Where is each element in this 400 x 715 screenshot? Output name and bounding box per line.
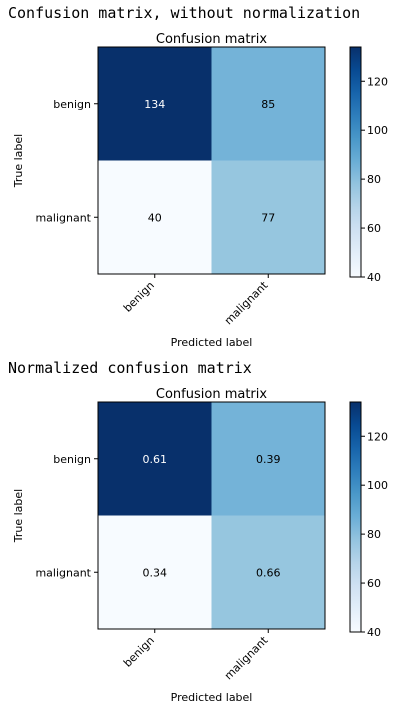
y-tick-label: malignant: [35, 566, 91, 579]
cell-value-label: 0.34: [143, 566, 168, 579]
x-tick-label: benign: [121, 279, 157, 315]
colorbar-tick-label: 120: [367, 430, 388, 443]
cell-value-label: 85: [261, 98, 275, 111]
colorbar-tick-label: 80: [367, 173, 381, 186]
cell-value-label: 0.66: [256, 566, 281, 579]
output-text-raw: Confusion matrix, without normalization: [8, 4, 360, 22]
y-axis-label: True label: [12, 134, 25, 188]
colorbar-tick-label: 40: [367, 271, 381, 284]
x-axis-label: Predicted label: [171, 336, 253, 349]
y-tick-label: benign: [53, 453, 91, 466]
x-tick-label: malignant: [222, 278, 271, 327]
y-tick-label: malignant: [35, 211, 91, 224]
x-tick-label: benign: [121, 634, 157, 670]
y-axis-label: True label: [12, 489, 25, 543]
x-tick-label: malignant: [222, 633, 271, 682]
colorbar: [350, 47, 361, 277]
output-text-normalized: Normalized confusion matrix: [8, 359, 252, 377]
cell-value-label: 134: [144, 98, 165, 111]
colorbar-tick-label: 100: [367, 479, 388, 492]
colorbar: [350, 402, 361, 632]
colorbar-tick-label: 40: [367, 626, 381, 639]
cell-value-label: 77: [261, 211, 275, 224]
colorbar-tick-label: 60: [367, 222, 381, 235]
cell-value-label: 40: [148, 211, 162, 224]
chart-title: Confusion matrix: [156, 32, 267, 47]
x-axis-label: Predicted label: [171, 691, 253, 704]
confusion-matrix-normalized-chart: Confusion matrix 0.61 0.39 0.34 0.66 benign ma…: [0, 383, 400, 713]
colorbar-tick-label: 120: [367, 75, 388, 88]
colorbar-tick-label: 100: [367, 124, 388, 137]
cell-value-label: 0.61: [143, 453, 168, 466]
cell-value-label: 0.39: [256, 453, 281, 466]
y-tick-label: benign: [53, 98, 91, 111]
confusion-matrix-raw-chart: Confusion matrix 134 85 40 77 benign malignant…: [0, 28, 400, 358]
colorbar-tick-label: 60: [367, 577, 381, 590]
colorbar-tick-label: 80: [367, 528, 381, 541]
chart-title: Confusion matrix: [156, 387, 267, 402]
